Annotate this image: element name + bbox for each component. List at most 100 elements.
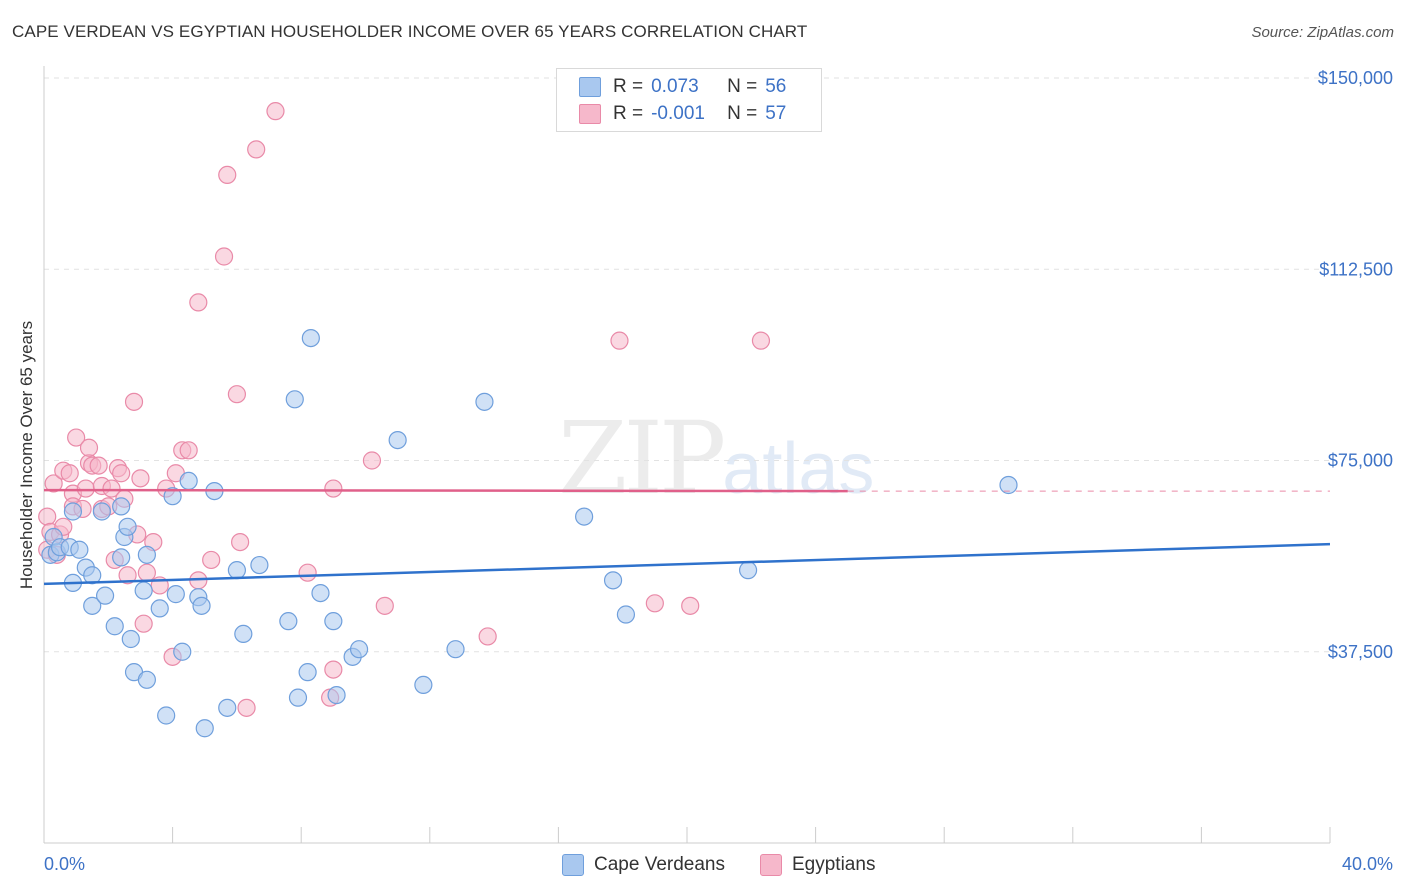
egyptian-point (179, 441, 198, 460)
legend-n-value: 57 (765, 103, 787, 124)
cape-verdean-point (195, 719, 214, 738)
egyptian-point (202, 550, 221, 570)
cape-verdean-point (157, 706, 176, 725)
cape-verdean-point (95, 586, 115, 605)
cape-verdean-point (288, 688, 308, 707)
cape-verdean-point (616, 605, 636, 624)
legend-row-cape-verdeans: R = 0.073 N = 56 (579, 75, 786, 99)
legend-row-egyptians: R = -0.001 N = 57 (579, 102, 786, 126)
egyptian-point (237, 698, 256, 717)
legend-swatch-blue (579, 77, 601, 97)
legend-n-label: N = (727, 76, 758, 97)
egyptian-point (214, 247, 234, 266)
legend-r-value: -0.001 (651, 103, 705, 124)
chart-title: CAPE VERDEAN VS EGYPTIAN HOUSEHOLDER INC… (12, 22, 808, 41)
cape-verdean-point (166, 585, 185, 604)
egyptian-point (76, 479, 95, 498)
cape-verdean-point (83, 596, 102, 615)
cape-verdean-point (163, 487, 182, 506)
legend-n-label: N = (727, 103, 758, 124)
egyptian-point (231, 532, 250, 552)
cape-verdean-point (83, 566, 102, 585)
legend-swatch-blue (562, 854, 584, 876)
cape-verdean-point (137, 670, 156, 689)
bottom-legend-cape-verdeans[interactable]: Cape Verdeans (562, 852, 725, 878)
cape-verdean-point (298, 663, 317, 682)
cape-verdean-point (234, 624, 253, 644)
egyptian-point (102, 479, 121, 498)
cape-verdean-point (475, 392, 494, 411)
cape-verdean-point (250, 555, 269, 575)
bottom-legend-egyptians[interactable]: Egyptians (760, 852, 875, 878)
x-tick-label: 0.0% (44, 854, 85, 874)
egyptian-point (298, 563, 317, 582)
egyptian-point (118, 566, 137, 585)
egyptian-point (324, 660, 343, 679)
cape-verdean-point (112, 497, 131, 516)
correlation-legend: R = 0.073 N = 56 R = -0.001 N = 57 (556, 68, 822, 132)
egyptian-point (645, 594, 664, 613)
cape-verdean-point (446, 640, 465, 659)
cape-verdean-point (349, 640, 369, 659)
legend-n-value: 56 (765, 76, 787, 97)
egyptian-point (478, 627, 497, 646)
cape-verdean-point (311, 583, 330, 603)
egyptian-point (266, 102, 285, 121)
cape-verdean-point (227, 561, 246, 580)
egyptian-point (79, 438, 99, 457)
egyptian-point (189, 293, 208, 312)
egyptian-point (681, 596, 700, 615)
y-tick-label: $150,000 (1318, 68, 1393, 88)
cape-verdean-point (192, 596, 211, 615)
legend-r-value: 0.073 (651, 76, 699, 97)
watermark: ZIPatlas (558, 400, 874, 517)
y-tick-label: $75,000 (1328, 451, 1393, 471)
egyptian-point (375, 596, 394, 615)
cape-verdean-point (173, 642, 192, 661)
cape-verdean-trendline (43, 542, 1331, 586)
cape-verdean-point (218, 698, 237, 717)
watermark-atlas: atlas (722, 429, 875, 509)
egyptian-point (124, 392, 144, 411)
cape-verdean-point (999, 475, 1018, 495)
cape-verdean-point (134, 581, 153, 600)
legend-swatch-pink (760, 854, 782, 876)
egyptian-point (112, 464, 131, 483)
egyptian-point (137, 563, 156, 582)
cape-verdean-point (121, 629, 140, 649)
egyptian-point (89, 456, 108, 475)
cape-verdean-point (137, 545, 156, 564)
egyptian-point (131, 469, 150, 488)
y-tick-label: $37,500 (1328, 642, 1393, 662)
chart-source: Source: ZipAtlas.com (1251, 24, 1394, 41)
cape-verdean-point (738, 561, 758, 580)
cape-verdean-point (112, 548, 131, 567)
cape-verdean-point (388, 431, 407, 450)
egyptian-point (324, 479, 343, 498)
egyptian-point (60, 464, 79, 483)
cape-verdean-point (92, 502, 111, 521)
legend-r-label: R = (613, 103, 644, 124)
cape-verdean-point (327, 685, 346, 705)
egyptian-trendline (43, 488, 848, 493)
egyptian-point (38, 507, 57, 526)
egyptian-point (218, 165, 237, 184)
cape-verdean-point (301, 329, 320, 348)
cape-verdean-point (179, 471, 198, 490)
legend-r-label: R = (613, 76, 644, 97)
cape-verdean-point (324, 612, 343, 631)
cape-verdean-point (575, 507, 594, 526)
egyptian-point (362, 451, 382, 470)
cape-verdean-point (63, 502, 83, 521)
cape-verdean-point (414, 675, 433, 695)
cape-verdean-point (285, 390, 304, 409)
legend-swatch-pink (579, 104, 601, 124)
egyptian-point (751, 331, 771, 350)
cape-verdean-point (279, 612, 298, 631)
egyptian-point (44, 474, 63, 493)
legend-label: Cape Verdeans (594, 854, 725, 875)
egyptian-point (227, 385, 246, 404)
cape-verdean-point (70, 540, 89, 559)
egyptian-point (247, 140, 266, 159)
